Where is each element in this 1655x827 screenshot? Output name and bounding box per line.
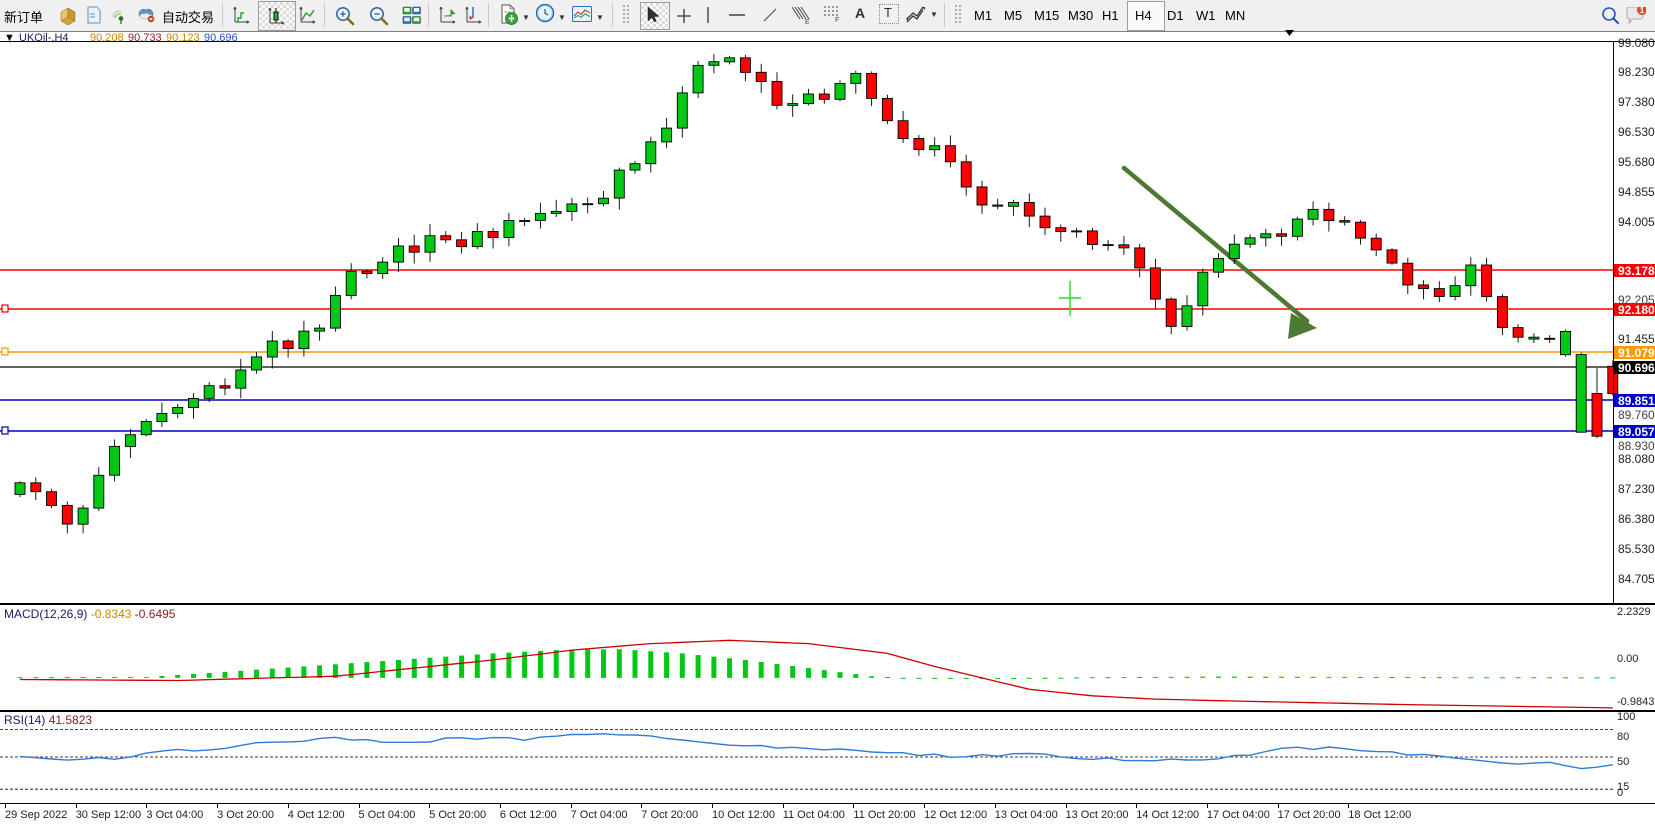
svg-text:E: E bbox=[805, 19, 810, 25]
svg-text:1: 1 bbox=[1640, 7, 1645, 15]
svg-text:F: F bbox=[835, 17, 839, 22]
